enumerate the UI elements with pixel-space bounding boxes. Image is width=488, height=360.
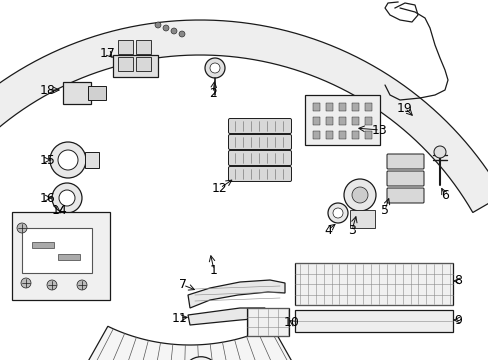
Bar [364,131,371,139]
Text: 17: 17 [100,46,116,59]
Bar [351,117,358,125]
Bar [325,103,332,111]
Circle shape [163,25,169,31]
Circle shape [171,28,177,34]
Bar [364,103,371,111]
Text: 10: 10 [284,315,299,328]
Circle shape [343,179,375,211]
Text: 5: 5 [380,203,388,216]
Bar [63,82,91,104]
Circle shape [59,190,75,206]
Circle shape [209,63,220,73]
Bar [312,103,319,111]
Circle shape [327,203,347,223]
Circle shape [52,183,82,213]
Bar [364,117,371,125]
Circle shape [21,278,31,288]
Circle shape [155,22,161,28]
Bar [32,242,54,248]
Circle shape [204,58,224,78]
Polygon shape [187,308,264,325]
Bar [22,228,92,273]
Bar [12,212,110,300]
Bar [312,131,319,139]
Bar [294,263,452,305]
FancyBboxPatch shape [228,135,291,149]
FancyBboxPatch shape [228,166,291,181]
Bar [118,40,133,54]
Text: 4: 4 [324,224,331,237]
Bar [312,117,319,125]
Text: 9: 9 [453,314,461,327]
Polygon shape [187,280,285,308]
Bar [136,40,151,54]
Circle shape [183,357,219,360]
Text: 7: 7 [179,279,186,292]
Bar [338,131,346,139]
Text: 19: 19 [396,102,412,114]
Text: 11: 11 [172,311,187,324]
Bar [118,57,133,71]
Bar [88,86,106,100]
Text: 6: 6 [440,189,448,202]
Text: 16: 16 [40,192,56,204]
Bar [58,254,80,260]
Text: 18: 18 [40,84,56,96]
Circle shape [58,150,78,170]
Polygon shape [0,20,488,212]
Circle shape [351,187,367,203]
Text: 2: 2 [209,86,217,99]
FancyBboxPatch shape [228,118,291,134]
Bar [325,131,332,139]
Text: 15: 15 [40,153,56,166]
Text: 12: 12 [212,181,227,194]
Circle shape [50,142,86,178]
Bar [294,310,452,332]
Text: 13: 13 [371,123,387,136]
Bar [113,55,158,77]
Bar [136,57,151,71]
FancyBboxPatch shape [386,171,423,186]
Circle shape [179,31,184,37]
Text: 8: 8 [453,274,461,288]
Bar [351,103,358,111]
Circle shape [332,208,342,218]
Bar [85,152,99,168]
Bar [338,117,346,125]
Circle shape [47,280,57,290]
FancyBboxPatch shape [228,150,291,166]
FancyBboxPatch shape [386,188,423,203]
Polygon shape [65,326,314,360]
Bar [246,308,288,336]
Bar [338,103,346,111]
FancyBboxPatch shape [386,154,423,169]
Bar [305,95,379,145]
Circle shape [433,146,445,158]
Circle shape [77,280,87,290]
Text: 1: 1 [210,264,218,276]
Bar [325,117,332,125]
Text: 14: 14 [52,203,68,216]
Circle shape [17,223,27,233]
Text: 3: 3 [347,224,355,237]
Bar [349,210,374,228]
Bar [351,131,358,139]
